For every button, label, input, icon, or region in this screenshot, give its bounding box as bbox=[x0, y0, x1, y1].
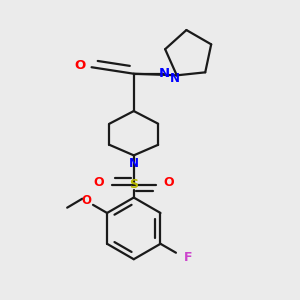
Text: F: F bbox=[184, 251, 193, 264]
Text: O: O bbox=[94, 176, 104, 189]
Text: O: O bbox=[163, 176, 174, 189]
Text: N: N bbox=[159, 67, 170, 80]
Text: O: O bbox=[75, 59, 86, 72]
Text: N: N bbox=[129, 157, 139, 170]
Text: N: N bbox=[170, 72, 180, 85]
Text: O: O bbox=[81, 194, 91, 207]
Text: S: S bbox=[129, 178, 138, 191]
